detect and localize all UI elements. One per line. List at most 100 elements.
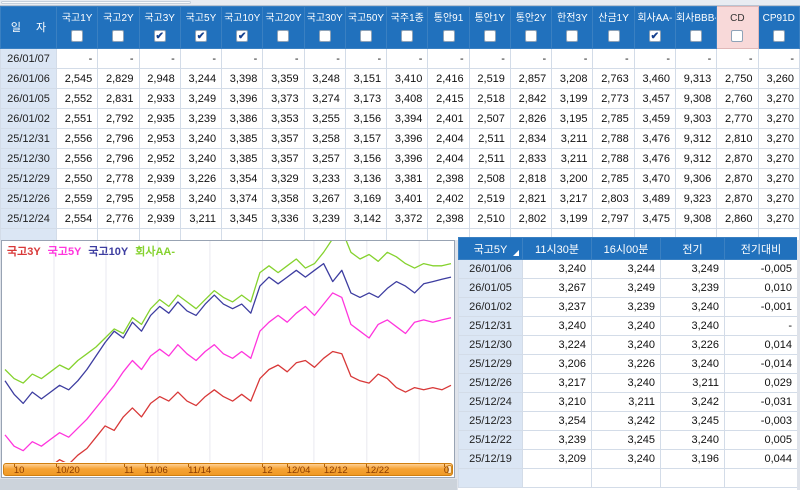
column-checkbox-국고5Y[interactable]: ✔ (194, 30, 207, 42)
column-checkbox-통안1Y[interactable] (483, 30, 496, 42)
change-cell: 0,029 (724, 373, 797, 393)
column-checkbox-회사AA-[interactable]: ✔ (648, 30, 661, 42)
detail-row-25/12/24: 25/12/24 3,210 3,211 3,242 -0,031 (458, 392, 797, 412)
column-header-국고5Y[interactable]: 국고5Y ✔ (179, 6, 223, 49)
date-cell: 25/12/26 (0, 188, 57, 209)
rate-cell: - (757, 48, 800, 69)
date-column-header[interactable]: 일 자 (0, 6, 57, 49)
date-cell: 25/12/24 (0, 208, 57, 229)
rate-cell: 2,810 (716, 128, 759, 149)
rate-cell: 2,770 (716, 108, 759, 129)
column-checkbox-국고10Y[interactable]: ✔ (236, 30, 249, 42)
legend-item-국고3Y: 국고3Y (7, 246, 41, 258)
rate-cell: 2,402 (427, 188, 470, 209)
column-checkbox-국고30Y[interactable] (318, 30, 331, 42)
column-header-국고2Y[interactable]: 국고2Y (97, 6, 140, 49)
rate-cell: - (427, 48, 470, 69)
column-header-회사BBB-[interactable]: 회사BBB- (674, 6, 718, 49)
date-cell: 26/01/02 (458, 297, 523, 317)
column-checkbox-국고50Y[interactable] (359, 30, 372, 42)
date-cell: 25/12/30 (458, 335, 523, 355)
column-checkbox-통안2Y[interactable] (525, 30, 538, 42)
column-header-한전3Y[interactable]: 한전3Y (551, 6, 594, 49)
value-cell: 3,206 (522, 354, 592, 374)
column-header-국고10Y[interactable]: 국고10Y ✔ (221, 6, 264, 49)
column-checkbox-국주1종[interactable] (401, 30, 414, 42)
rate-cell: 2,958 (138, 188, 181, 209)
column-header-국주1종[interactable]: 국주1종 (386, 6, 429, 49)
column-header-통안1Y[interactable]: 통안1Y (468, 6, 511, 49)
column-checkbox-국고3Y[interactable]: ✔ (153, 30, 166, 42)
rate-cell: 3,151 (344, 68, 388, 89)
date-cell: 26/01/06 (458, 259, 523, 279)
column-header-통안91[interactable]: 통안91 (427, 6, 470, 49)
column-header-국고3Y[interactable]: 국고3Y ✔ (138, 6, 181, 49)
rate-cell: 2,551 (55, 108, 99, 129)
column-checkbox-한전3Y[interactable] (566, 30, 579, 42)
column-checkbox-국고20Y[interactable] (277, 30, 290, 42)
column-header-CP91D[interactable]: CP91D (757, 6, 800, 49)
col-header-1600[interactable]: 16시00분 (591, 237, 661, 260)
scrollbar-end-handle[interactable] (447, 465, 452, 474)
rate-cell: 3,357 (262, 148, 305, 169)
column-header-산금1Y[interactable]: 산금1Y (592, 6, 635, 49)
column-header-통안2Y[interactable]: 통안2Y (509, 6, 553, 49)
detail-row-25/12/19: 25/12/19 3,209 3,240 3,196 0,044 (458, 449, 797, 469)
rate-cell: 3,239 (179, 108, 223, 129)
col-header-1130[interactable]: 11시30분 (522, 237, 592, 260)
column-checkbox-CP91D[interactable] (772, 30, 785, 42)
x-axis-label-12/22: 12/22 (365, 465, 390, 476)
rate-cell: 3,239 (303, 208, 346, 229)
column-checkbox-국고1Y[interactable] (71, 30, 84, 42)
date-cell: 25/12/31 (458, 316, 523, 336)
legend-item-국고10Y: 국고10Y (88, 246, 129, 258)
rate-cell: 2,860 (716, 208, 759, 229)
rate-cell: 3,396 (386, 148, 429, 169)
rate-cell: - (716, 48, 759, 69)
column-header-CD[interactable]: CD (716, 6, 759, 49)
column-checkbox-CD[interactable] (731, 30, 744, 42)
detail-series-label: 국고5Y (473, 243, 508, 256)
detail-row-25/12/26: 25/12/26 3,217 3,240 3,211 0,029 (458, 373, 797, 393)
column-header-국고50Y[interactable]: 국고50Y (344, 6, 388, 49)
col-header-change[interactable]: 전기대비 (724, 237, 797, 260)
top-horizontal-scrollbar[interactable] (0, 0, 800, 6)
rate-row-25/12/26: 25/12/26 2,559 2,795 2,958 3,240 3,374 3,358 3,… (0, 188, 800, 209)
col-header-prev[interactable]: 전기 (660, 237, 725, 260)
column-header-회사AA-[interactable]: 회사AA- ✔ (633, 6, 676, 49)
column-checkbox-회사BBB-[interactable] (690, 30, 703, 42)
scrollbar-thumb[interactable] (1, 1, 191, 4)
rate-cell: - (262, 48, 305, 69)
rate-cell: 2,507 (468, 108, 511, 129)
rate-cell: 2,792 (97, 108, 140, 129)
rate-cell: 2,785 (592, 168, 635, 189)
chart-line-국고3Y (55, 350, 452, 462)
column-header-국고30Y[interactable]: 국고30Y (303, 6, 346, 49)
rate-cell: 3,260 (757, 68, 800, 89)
chart-line-회사AA- (4, 241, 452, 384)
column-checkbox-통안91[interactable] (442, 30, 455, 42)
legend-item-국고5Y: 국고5Y (47, 246, 82, 258)
column-checkbox-국고2Y[interactable] (112, 30, 125, 42)
rate-cell: 2,939 (138, 168, 181, 189)
daily-rates-table: 일 자 국고1Y 국고2Y 국고3Y ✔ 국고5Y ✔ 국고10Y ✔ 국고20Y 국고30Y 국고… (0, 6, 800, 240)
change-cell: -0,014 (724, 354, 797, 374)
column-header-국고1Y[interactable]: 국고1Y (55, 6, 99, 49)
rate-cell: 2,796 (97, 148, 140, 169)
chart-date-scrollbar[interactable]: 10 10/20 11 11/06 11/14 12 12/04 12/12 12/22 0 (3, 463, 453, 476)
rate-cell: 2,788 (592, 128, 635, 149)
date-cell: 25/12/23 (458, 411, 523, 431)
rate-cell: 9,312 (674, 148, 718, 169)
value-cell: 3,245 (591, 430, 661, 450)
rate-cell: 2,829 (97, 68, 140, 89)
value-cell: 3,209 (522, 449, 592, 469)
rate-cell: 3,270 (757, 108, 800, 129)
column-checkbox-산금1Y[interactable] (607, 30, 620, 42)
date-cell: 25/12/31 (0, 128, 57, 149)
column-header-국고20Y[interactable]: 국고20Y (262, 6, 305, 49)
rate-cell: 3,354 (221, 168, 264, 189)
yield-chart-panel: 국고3Y 국고5Y 국고10Y 회사AA- 10 10/20 11 11/06 11/14 12… (1, 240, 455, 478)
rate-cell: 3,240 (179, 188, 223, 209)
rate-row-25/12/30: 25/12/30 2,556 2,796 2,952 3,240 3,385 3,357 3,… (0, 148, 800, 169)
detail-series-header[interactable]: 국고5Y (458, 237, 523, 260)
